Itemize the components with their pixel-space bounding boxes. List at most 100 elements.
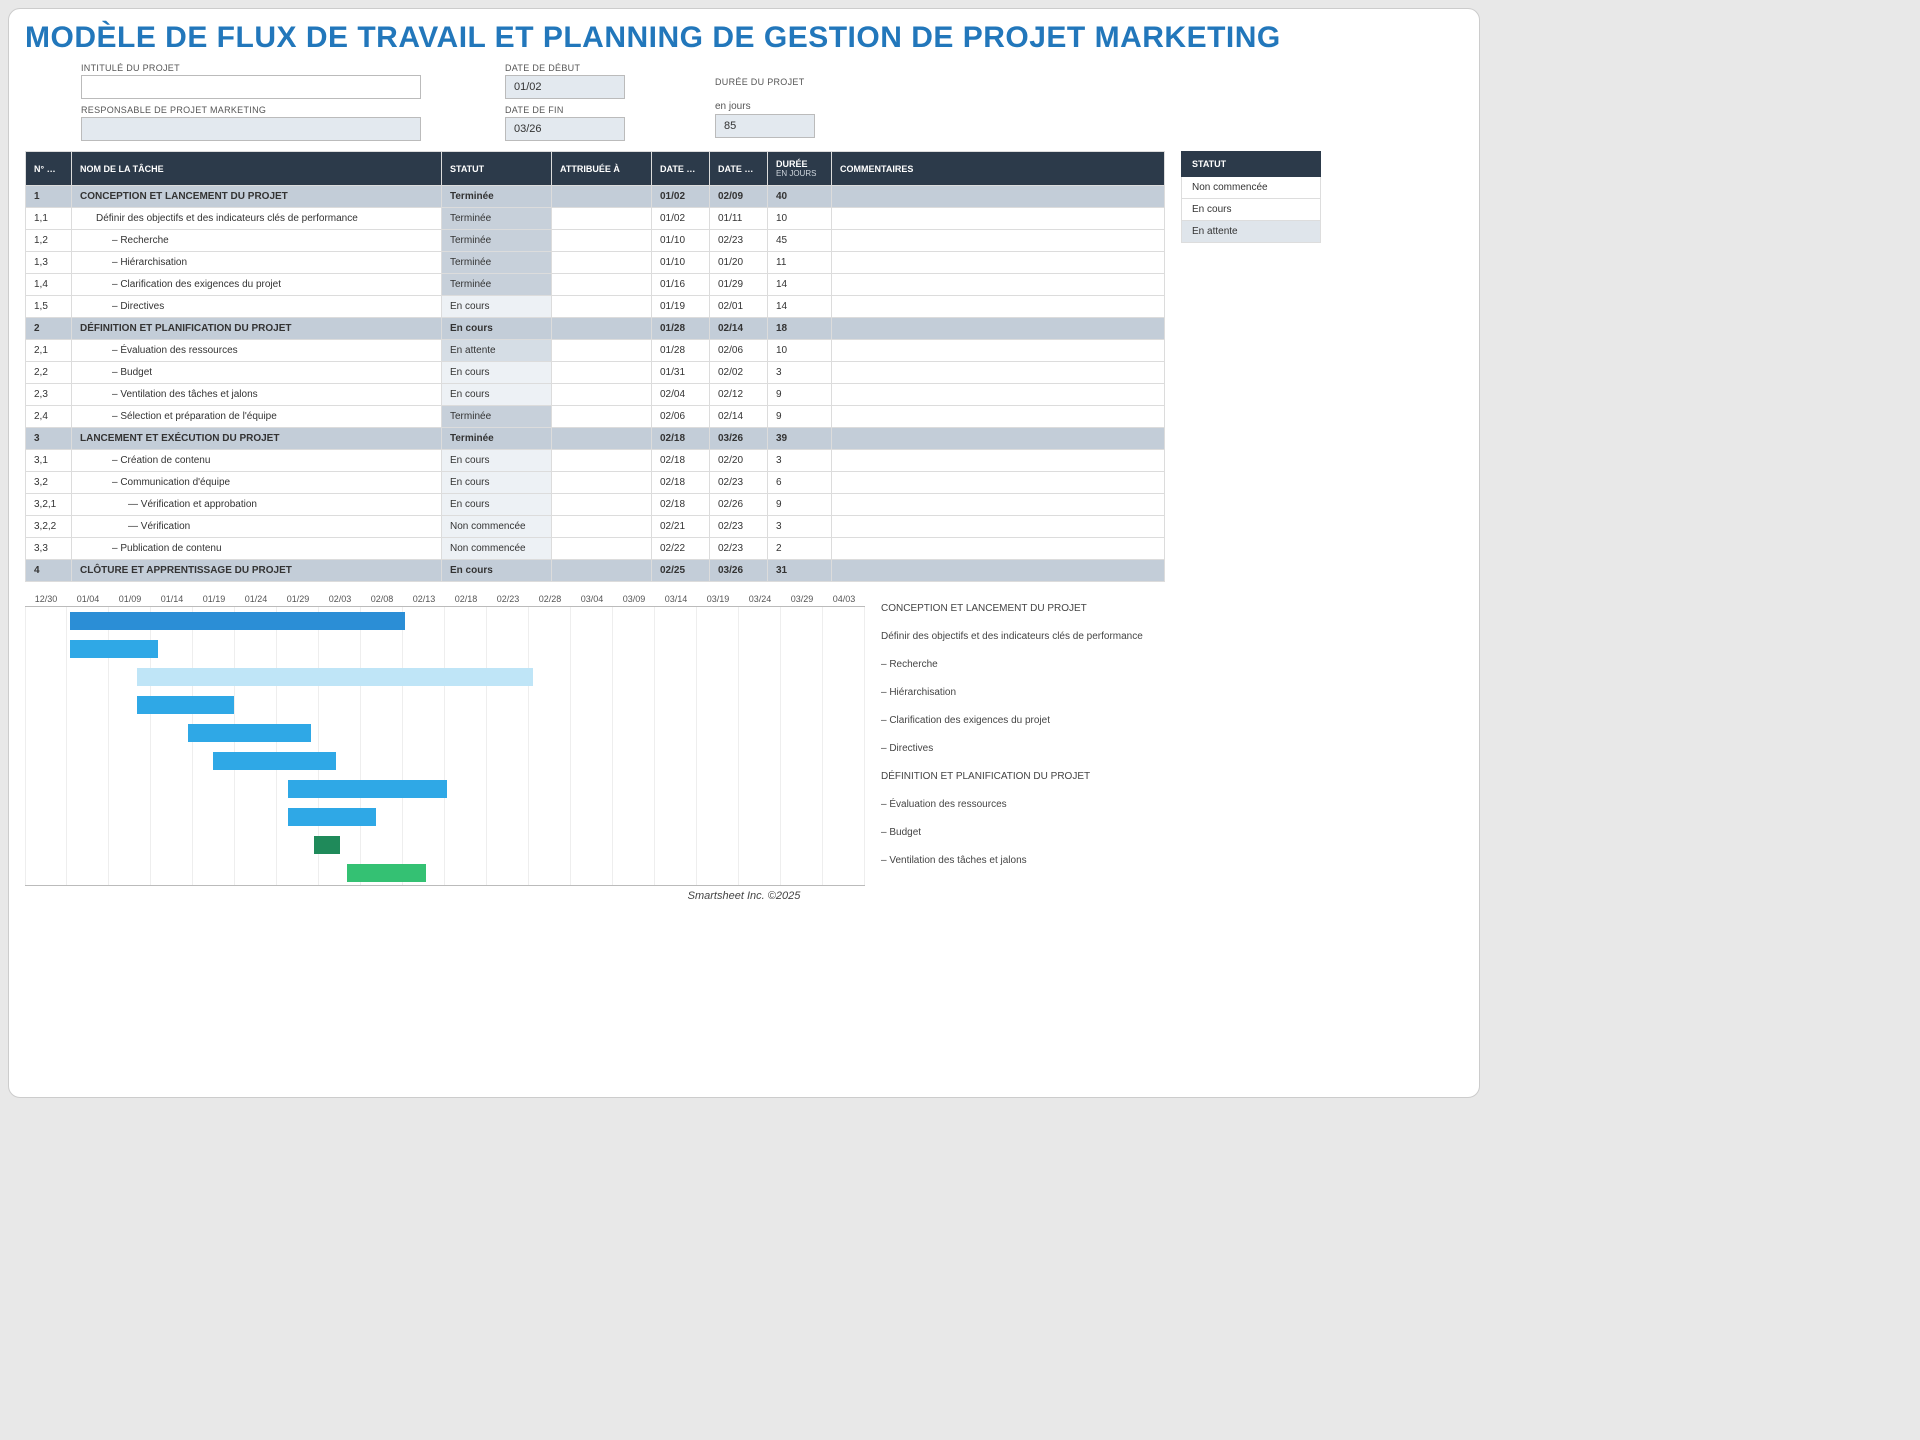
cell-name: – Évaluation des ressources [72, 340, 442, 362]
cell-comments [832, 186, 1165, 208]
gantt-bar[interactable] [70, 640, 158, 658]
table-row[interactable]: 2,4– Sélection et préparation de l'équip… [26, 406, 1165, 428]
cell-comments [832, 208, 1165, 230]
gantt-tick: 01/19 [193, 594, 235, 604]
gantt-bar[interactable] [288, 808, 376, 826]
table-row[interactable]: 3,2– Communication d'équipeEn cours02/18… [26, 472, 1165, 494]
gantt-tick: 01/09 [109, 594, 151, 604]
table-row[interactable]: 2DÉFINITION ET PLANIFICATION DU PROJETEn… [26, 318, 1165, 340]
cell-dur: 18 [768, 318, 832, 340]
table-row[interactable]: 2,2– BudgetEn cours01/3102/023 [26, 362, 1165, 384]
tasks-table-wrap: N° WBS NOM DE LA TÂCHE STATUT ATTRIBUÉE … [25, 151, 1165, 582]
cell-name: – Recherche [72, 230, 442, 252]
cell-assigned [552, 450, 652, 472]
table-row[interactable]: 4CLÔTURE ET APPRENTISSAGE DU PROJETEn co… [26, 560, 1165, 582]
duration-label: DURÉE DU PROJET [715, 77, 925, 87]
cell-status: En attente [442, 340, 552, 362]
table-row[interactable]: 1CONCEPTION ET LANCEMENT DU PROJETTermin… [26, 186, 1165, 208]
cell-status: En cours [442, 494, 552, 516]
status-option[interactable]: En cours [1181, 199, 1321, 221]
cell-name: – Directives [72, 296, 442, 318]
project-title-label: INTITULÉ DU PROJET [81, 63, 505, 73]
duration-input[interactable]: 85 [715, 114, 815, 138]
cell-name: – Communication d'équipe [72, 472, 442, 494]
cell-name: – Publication de contenu [72, 538, 442, 560]
cell-dur: 9 [768, 384, 832, 406]
cell-wbs: 2,3 [26, 384, 72, 406]
table-row[interactable]: 1,5– DirectivesEn cours01/1902/0114 [26, 296, 1165, 318]
cell-start: 01/10 [652, 252, 710, 274]
table-row[interactable]: 3,3– Publication de contenuNon commencée… [26, 538, 1165, 560]
cell-dur: 14 [768, 296, 832, 318]
gantt-bar-label: – Recherche [881, 650, 1463, 678]
gantt-bar[interactable] [70, 612, 405, 630]
cell-assigned [552, 406, 652, 428]
cell-comments [832, 252, 1165, 274]
cell-start: 02/06 [652, 406, 710, 428]
cell-assigned [552, 186, 652, 208]
cell-status: Non commencée [442, 538, 552, 560]
cell-assigned [552, 252, 652, 274]
cell-comments [832, 296, 1165, 318]
duration-sub: en jours [715, 101, 925, 112]
cell-status: Terminée [442, 208, 552, 230]
cell-name: CLÔTURE ET APPRENTISSAGE DU PROJET [72, 560, 442, 582]
col-wbs: N° WBS [26, 152, 72, 186]
gantt-bar[interactable] [188, 724, 311, 742]
cell-status: Terminée [442, 252, 552, 274]
gantt-bar[interactable] [137, 668, 533, 686]
gantt-tick: 03/14 [655, 594, 697, 604]
gantt-tick: 12/30 [25, 594, 67, 604]
gantt-tick: 02/18 [445, 594, 487, 604]
cell-status: Terminée [442, 428, 552, 450]
table-row[interactable]: 1,2– RechercheTerminée01/1002/2345 [26, 230, 1165, 252]
table-header-row: N° WBS NOM DE LA TÂCHE STATUT ATTRIBUÉE … [26, 152, 1165, 186]
gantt-tick: 02/23 [487, 594, 529, 604]
cell-dur: 3 [768, 450, 832, 472]
end-date-label: DATE DE FIN [505, 105, 715, 115]
cell-end: 02/12 [710, 384, 768, 406]
cell-wbs: 1,1 [26, 208, 72, 230]
cell-end: 02/23 [710, 472, 768, 494]
table-row[interactable]: 3,2,1— Vérification et approbationEn cou… [26, 494, 1165, 516]
col-comments: COMMENTAIRES [832, 152, 1165, 186]
start-date-input[interactable]: 01/02 [505, 75, 625, 99]
col-end: DATE DE FIN [710, 152, 768, 186]
gantt-row [25, 719, 865, 747]
cell-status: En cours [442, 450, 552, 472]
col-assigned: ATTRIBUÉE À [552, 152, 652, 186]
gantt-bar[interactable] [213, 752, 336, 770]
cell-assigned [552, 384, 652, 406]
table-row[interactable]: 1,4– Clarification des exigences du proj… [26, 274, 1165, 296]
gantt-bar[interactable] [288, 780, 447, 798]
table-row[interactable]: 3LANCEMENT ET EXÉCUTION DU PROJETTerminé… [26, 428, 1165, 450]
cell-comments [832, 472, 1165, 494]
cell-status: En cours [442, 384, 552, 406]
cell-dur: 3 [768, 362, 832, 384]
page-title: MODÈLE DE FLUX DE TRAVAIL ET PLANNING DE… [25, 21, 1463, 55]
project-title-input[interactable] [81, 75, 421, 99]
cell-end: 02/09 [710, 186, 768, 208]
status-option[interactable]: Non commencée [1181, 177, 1321, 199]
gantt-bar-label: – Budget [881, 818, 1463, 846]
table-row[interactable]: 2,1– Évaluation des ressourcesEn attente… [26, 340, 1165, 362]
cell-start: 02/18 [652, 472, 710, 494]
table-row[interactable]: 2,3– Ventilation des tâches et jalonsEn … [26, 384, 1165, 406]
table-row[interactable]: 3,1– Création de contenuEn cours02/1802/… [26, 450, 1165, 472]
status-option[interactable]: En attente [1181, 221, 1321, 243]
gantt-bar[interactable] [314, 836, 340, 854]
cell-wbs: 2,1 [26, 340, 72, 362]
manager-input[interactable] [81, 117, 421, 141]
cell-dur: 31 [768, 560, 832, 582]
cell-wbs: 4 [26, 560, 72, 582]
gantt-row [25, 803, 865, 831]
table-row[interactable]: 1,3– HiérarchisationTerminée01/1001/2011 [26, 252, 1165, 274]
gantt-bar[interactable] [137, 696, 234, 714]
manager-block: RESPONSABLE DE PROJET MARKETING [25, 101, 505, 141]
table-row[interactable]: 3,2,2— VérificationNon commencée02/2102/… [26, 516, 1165, 538]
gantt-tick: 02/28 [529, 594, 571, 604]
table-row[interactable]: 1,1Définir des objectifs et des indicate… [26, 208, 1165, 230]
gantt-bar[interactable] [347, 864, 426, 882]
end-date-input[interactable]: 03/26 [505, 117, 625, 141]
cell-start: 01/02 [652, 208, 710, 230]
